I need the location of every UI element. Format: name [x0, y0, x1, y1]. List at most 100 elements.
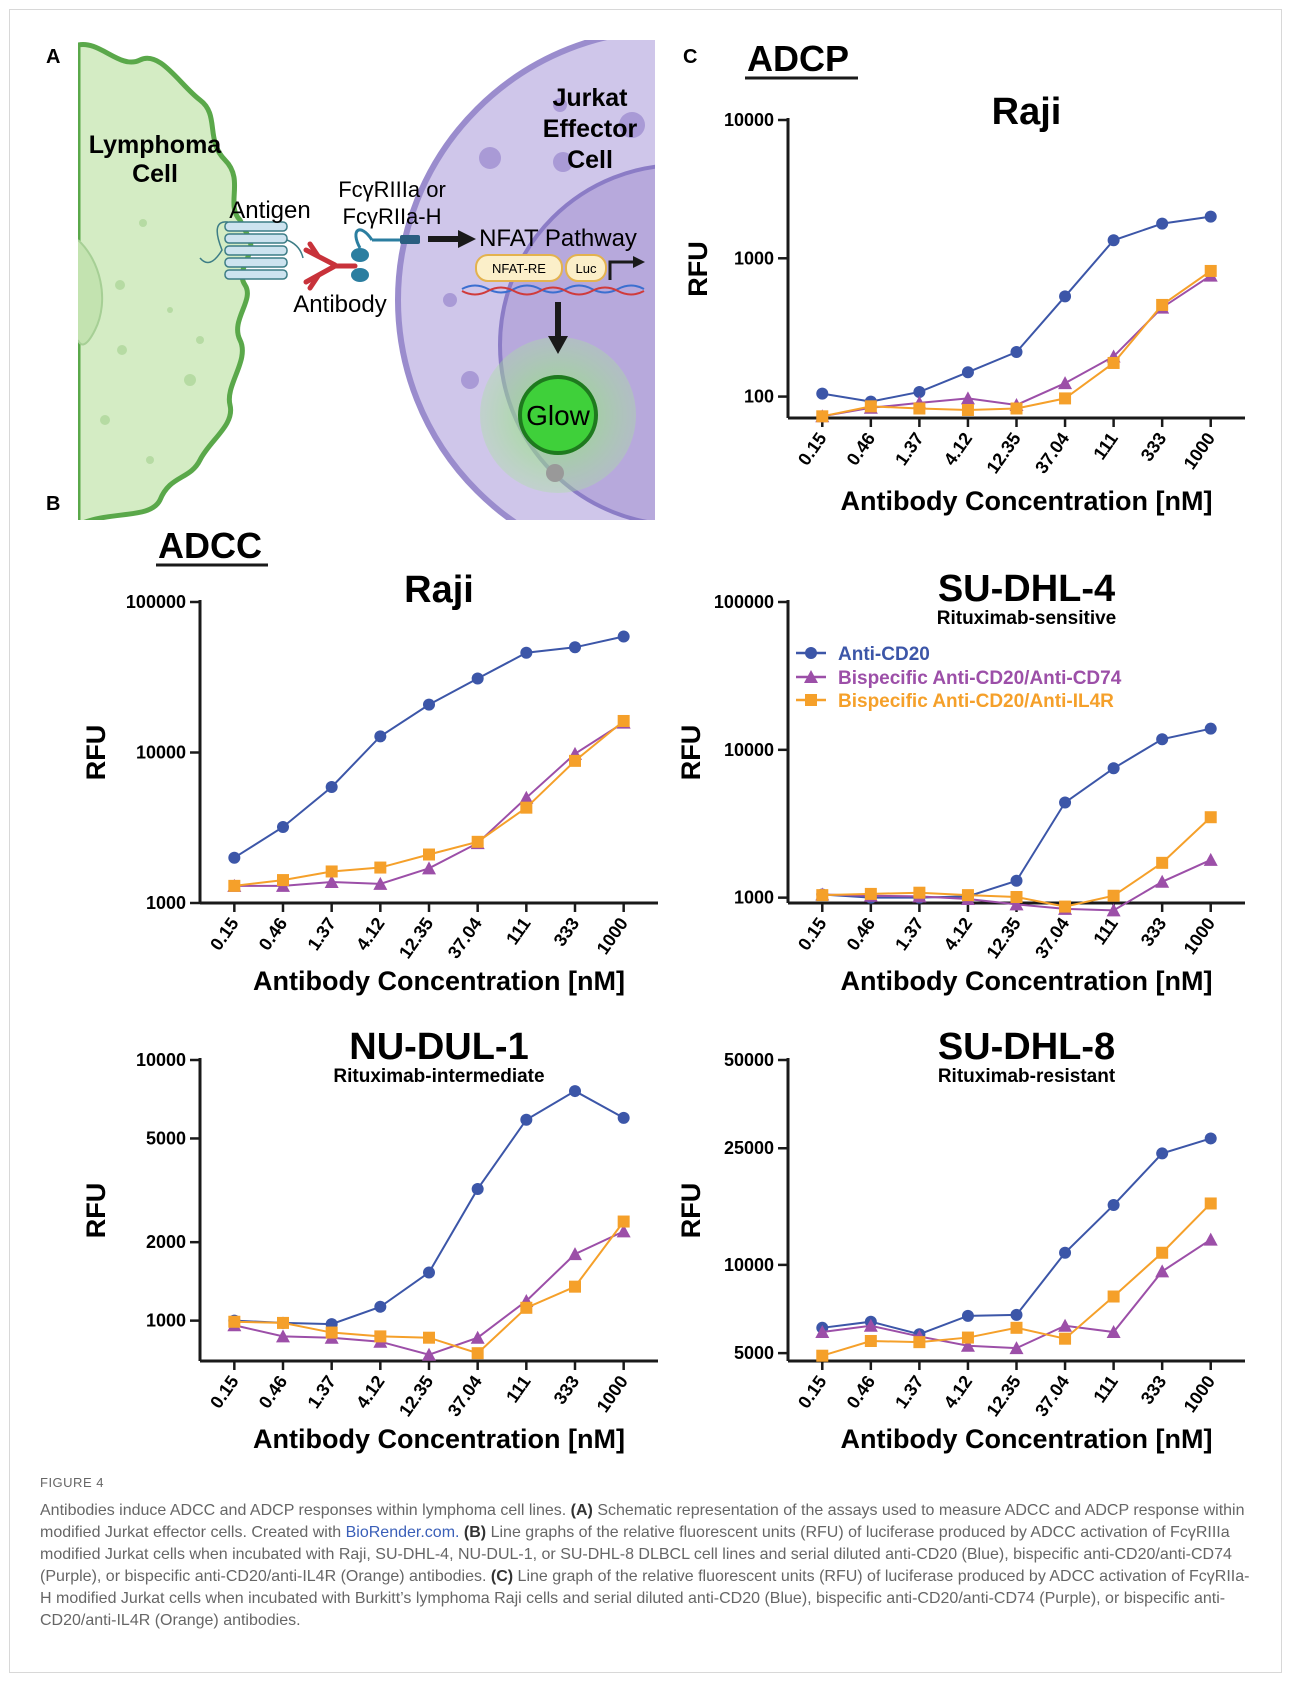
- glow-label: Glow: [526, 400, 591, 431]
- data-point: [961, 1309, 974, 1322]
- data-point: [864, 1334, 877, 1347]
- y-tick-label: 100: [744, 387, 774, 407]
- lymphoma-cell-shape: [78, 42, 254, 520]
- x-tick-label: 1000: [1180, 429, 1219, 473]
- adcp-section-title: ADCP: [747, 38, 849, 79]
- data-point: [1010, 1321, 1023, 1334]
- fc-receptor-icon: [351, 228, 420, 282]
- data-point: [373, 876, 388, 890]
- adcc-section-title: ADCC: [158, 525, 262, 566]
- data-point: [1204, 811, 1217, 824]
- legend: Anti-CD20 Bispecific Anti-CD20/Anti-CD74…: [796, 644, 1122, 712]
- data-point: [1107, 1199, 1120, 1212]
- data-point: [569, 1085, 581, 1098]
- data-point: [228, 879, 241, 892]
- caption-c-text: Line graph of the relative fluorescent u…: [40, 1568, 1250, 1629]
- data-point: [1059, 1332, 1072, 1345]
- data-point: [325, 865, 338, 878]
- data-point: [471, 835, 484, 848]
- data-point: [471, 672, 484, 685]
- data-point: [1156, 1246, 1169, 1259]
- legend-item-cd74: Bispecific Anti-CD20/Anti-CD74: [796, 668, 1122, 689]
- y-tick-label: 25000: [724, 1138, 774, 1158]
- data-point: [1010, 874, 1023, 887]
- x-tick-label: 333: [550, 1372, 584, 1408]
- series-line-1: [822, 727, 1211, 899]
- nfat-re-label: NFAT-RE: [492, 261, 546, 276]
- data-point: [617, 1215, 630, 1228]
- data-point: [1204, 210, 1217, 223]
- y-axis-label: RFU: [676, 1183, 706, 1239]
- x-tick-label: 333: [1137, 914, 1171, 950]
- data-point: [1107, 356, 1120, 369]
- x-tick-label: 0.46: [255, 1372, 291, 1412]
- glow-circle: [518, 375, 598, 455]
- data-point: [1010, 346, 1023, 359]
- data-point: [277, 820, 289, 833]
- series-line-1: [822, 1137, 1212, 1336]
- y-tick-label: 1000: [146, 893, 186, 913]
- y-axis-label: RFU: [81, 1183, 111, 1239]
- luc-box: [565, 254, 607, 282]
- x-tick-label: 0.15: [794, 1372, 830, 1412]
- caption-a-tag: (A): [570, 1502, 593, 1519]
- antigen-icon: [199, 221, 304, 280]
- y-tick-label: 10000: [136, 1050, 186, 1070]
- data-point: [1107, 234, 1120, 247]
- chart-subtitle: Rituximab-sensitive: [937, 608, 1117, 629]
- data-point: [1009, 897, 1024, 911]
- x-tick-label: 111: [1089, 1372, 1121, 1406]
- data-point: [1156, 733, 1169, 746]
- jurkat-label-3: Cell: [567, 146, 613, 174]
- data-point: [1059, 900, 1072, 913]
- figure-frame: [9, 9, 1282, 1673]
- receptor-label-1: FcγRIIIa or: [338, 177, 446, 202]
- y-tick-label: 10000: [724, 1255, 774, 1275]
- x-tick-label: 0.15: [794, 914, 830, 954]
- schematic-panel: A: [46, 40, 655, 520]
- data-point: [617, 714, 630, 727]
- data-point: [423, 1331, 435, 1344]
- y-tick-label: 5000: [146, 1128, 186, 1148]
- chart-title: Raji: [992, 91, 1062, 133]
- x-tick-label: 37.04: [444, 1372, 486, 1420]
- x-axis-label: Antibody Concentration [nM]: [841, 1424, 1213, 1454]
- data-point: [961, 1331, 974, 1344]
- x-tick-label: 12.35: [983, 914, 1025, 962]
- data-point: [374, 861, 387, 874]
- antibody-label: Antibody: [293, 291, 386, 318]
- data-point: [568, 1247, 582, 1261]
- data-point: [960, 391, 975, 405]
- legend-item-il4r: Bispecific Anti-CD20/Anti-IL4R: [796, 691, 1114, 712]
- x-axis-label: Antibody Concentration [nM]: [253, 966, 625, 996]
- y-tick-label: 100000: [714, 592, 774, 612]
- data-point: [1058, 1318, 1073, 1332]
- y-tick-label: 10000: [724, 740, 774, 760]
- data-point: [864, 400, 877, 413]
- x-tick-label: 0.46: [843, 429, 879, 469]
- data-point: [913, 1336, 926, 1349]
- y-axis-label: RFU: [683, 241, 713, 297]
- data-point: [374, 730, 387, 743]
- x-tick-label: 0.46: [843, 1372, 879, 1412]
- data-point: [617, 630, 630, 643]
- x-tick-label: 12.35: [983, 1372, 1025, 1420]
- x-tick-label: 1.37: [303, 1372, 339, 1412]
- x-tick-label: 1000: [1180, 914, 1219, 958]
- x-tick-label: 111: [502, 914, 534, 948]
- data-point: [960, 1338, 975, 1352]
- data-point: [1155, 1264, 1170, 1278]
- x-tick-label: 1.37: [891, 429, 927, 469]
- data-point: [1107, 762, 1120, 775]
- x-tick-label: 12.35: [395, 1372, 437, 1420]
- biorender-link[interactable]: BioRender.com.: [345, 1524, 460, 1541]
- data-point: [815, 1325, 830, 1339]
- lymphoma-label-2: Cell: [132, 160, 178, 188]
- data-point: [863, 1318, 878, 1332]
- nfat-pathway-label: NFAT Pathway: [479, 225, 637, 252]
- data-point: [1059, 1246, 1072, 1259]
- caption-title: Antibodies induce ADCC and ADCP response…: [40, 1502, 567, 1519]
- x-tick-label: 1000: [593, 1372, 632, 1416]
- caption-b-tag: (B): [463, 1524, 487, 1541]
